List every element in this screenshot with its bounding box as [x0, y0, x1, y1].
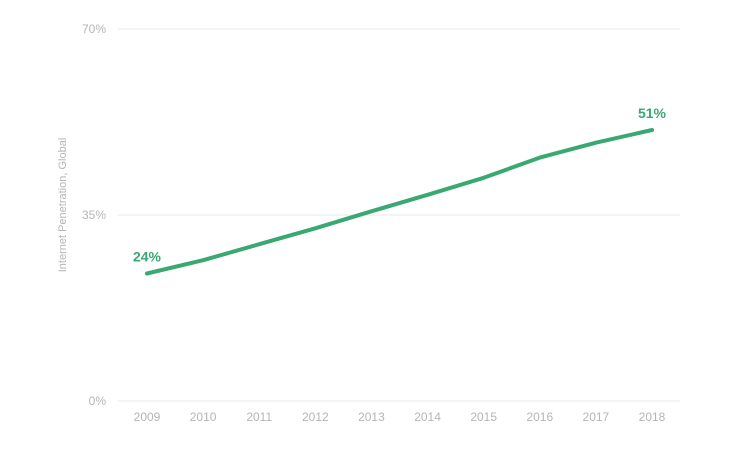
data-label: 51% [638, 105, 667, 121]
x-axis-ticks: 2009 2010 2011 2012 2013 2014 2015 2016 2017 2018 [134, 410, 666, 424]
series-layer [145, 128, 654, 276]
y-axis-title: Internet Penetration, Global [57, 138, 69, 273]
y-tick-label: 0% [89, 394, 107, 408]
series-line [145, 128, 654, 276]
data-label: 24% [133, 248, 162, 264]
x-tick-label: 2015 [470, 410, 497, 424]
x-tick-label: 2017 [583, 410, 610, 424]
x-tick-label: 2013 [358, 410, 385, 424]
x-tick-label: 2016 [526, 410, 553, 424]
x-tick-label: 2014 [414, 410, 441, 424]
x-tick-label: 2010 [190, 410, 217, 424]
y-axis-ticks: 0% 35% 70% [82, 22, 106, 408]
y-tick-label: 70% [82, 22, 106, 36]
x-tick-label: 2012 [302, 410, 329, 424]
y-tick-label: 35% [82, 208, 106, 222]
x-tick-label: 2009 [134, 410, 161, 424]
x-tick-label: 2011 [246, 410, 272, 424]
x-tick-label: 2018 [639, 410, 666, 424]
data-labels: 24% 51% [133, 105, 667, 264]
gridlines [118, 28, 680, 402]
